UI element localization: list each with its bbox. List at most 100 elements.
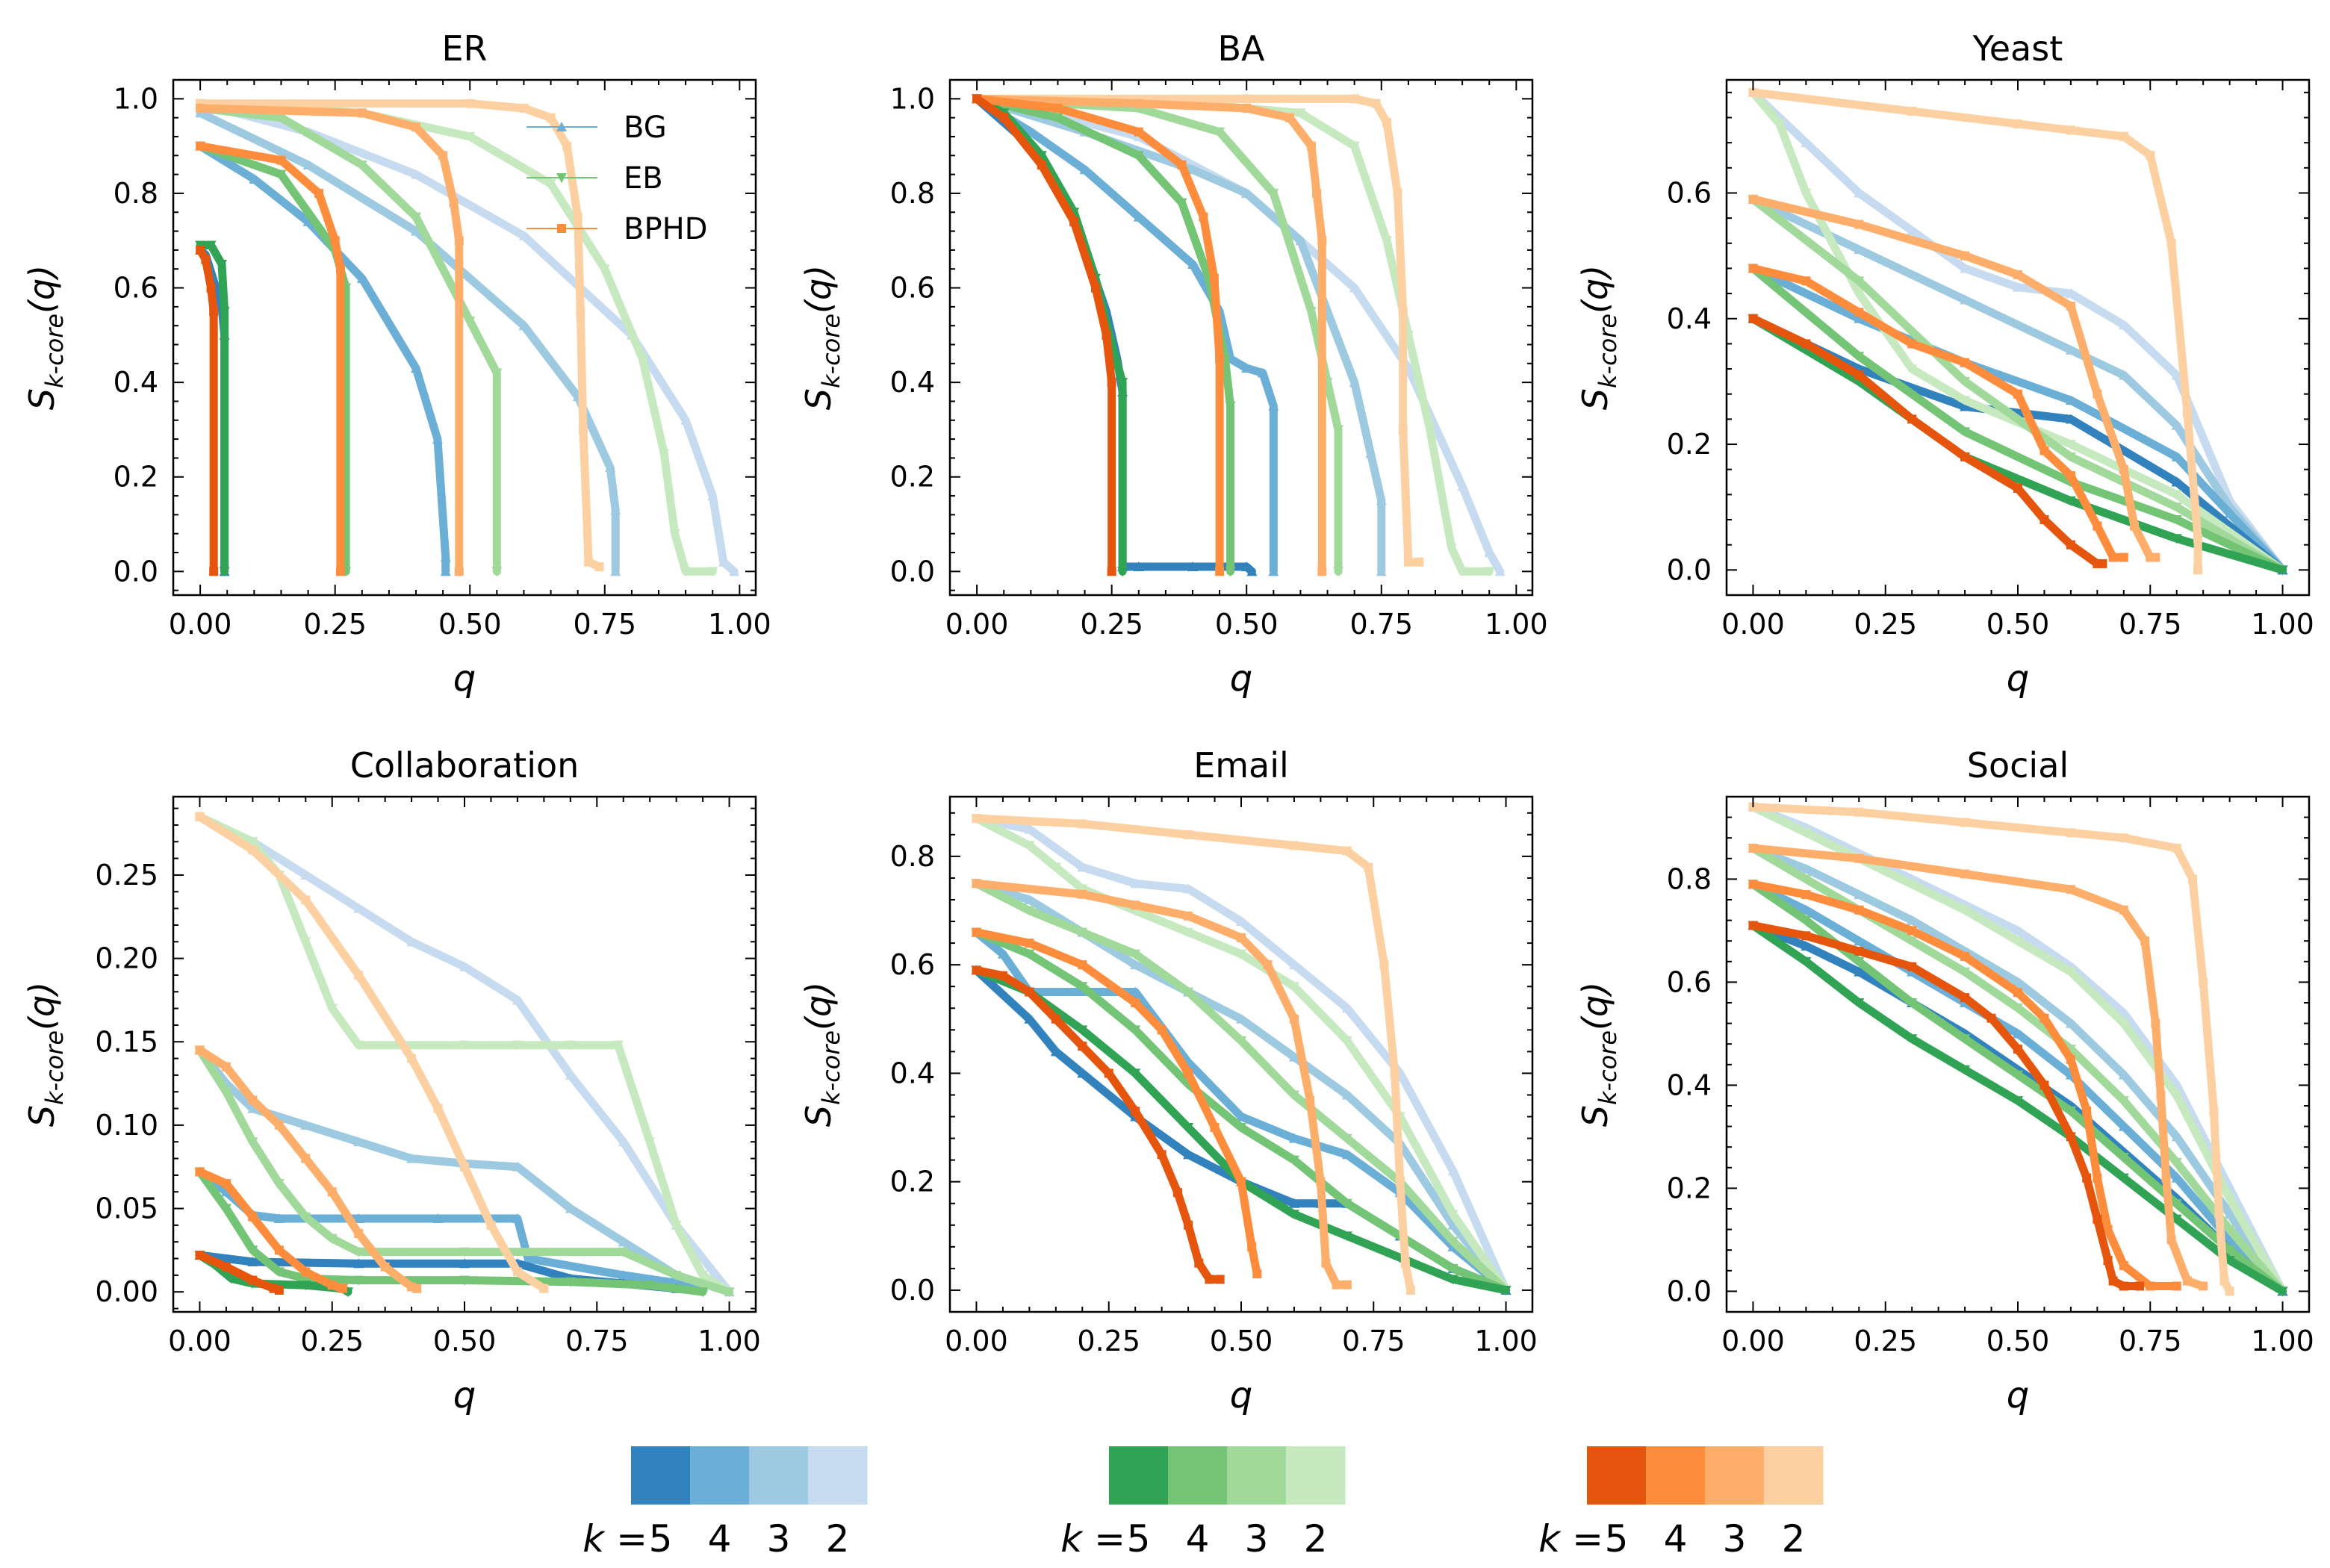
series-bphd-k5-point <box>2066 540 2075 550</box>
colorbar-label: 4 <box>1186 1517 1210 1561</box>
series-bphd-k4-point <box>301 1267 311 1277</box>
series-bphd-k3-point <box>2066 885 2075 895</box>
series-bphd-k3-point <box>1854 220 1864 229</box>
series-bg-k3-point <box>1349 377 1360 388</box>
colorbar-label: 5 <box>649 1517 673 1561</box>
series-bphd-k3-point <box>1306 141 1316 151</box>
series-eb-k2-point <box>2171 490 2182 500</box>
series-bphd-k5-point <box>206 283 216 293</box>
subplot-title: ER <box>441 28 487 69</box>
x-tick-label: 0.25 <box>1854 1325 1917 1357</box>
series-eb-k5-point <box>2171 534 2182 544</box>
legend-label: BPHD <box>624 212 707 246</box>
series-bg-k4-point <box>1801 904 1812 915</box>
series-eb-k2-point <box>659 449 670 459</box>
series-eb-k3-line <box>972 879 1511 1295</box>
series-bphd-k2-point <box>1393 188 1402 198</box>
series-eb-k2-point <box>1024 841 1035 851</box>
series-bg-k5-point <box>353 1258 364 1269</box>
series-bg-k3-point <box>2171 1131 2182 1142</box>
y-tick-label: 0.0 <box>890 1274 935 1307</box>
colorbar-prefix: k = <box>1060 1517 1125 1561</box>
series-eb-k2-point <box>1907 880 1918 890</box>
series-bg-k2-point <box>2013 281 2023 292</box>
series-eb-k3-point <box>276 113 287 123</box>
series-bg-k3-point <box>2065 1018 2076 1028</box>
series-bphd-k2-point <box>1184 830 1193 839</box>
series-bphd-k5-point <box>2039 1080 2049 1090</box>
y-tick-label: 0.4 <box>890 366 935 399</box>
series-bg-k5-point <box>1241 561 1252 572</box>
series-eb-k4-point <box>1236 1123 1246 1133</box>
series-eb-k3-point <box>618 1247 629 1257</box>
x-tick-label: 1.00 <box>1474 1325 1538 1357</box>
series-bphd-k2 <box>972 94 1424 567</box>
x-tick-label: 1.00 <box>2251 608 2314 641</box>
series-bg-k2-point <box>2118 320 2129 330</box>
series-bphd-k3-point <box>2151 553 2160 562</box>
series-bg-k3-point <box>1187 164 1198 175</box>
series-bphd-k3-point <box>380 1262 390 1272</box>
series-bg-k4-point <box>1268 400 1279 411</box>
x-axis-label: q <box>453 1375 476 1416</box>
series-bphd-k5-point <box>1184 1220 1193 1230</box>
series-bg-k3-point <box>300 1119 311 1130</box>
series-bphd-k4-point <box>1247 1242 1257 1251</box>
series-bg-k2-point <box>1130 878 1141 889</box>
colorbar-label: 3 <box>1245 1517 1269 1561</box>
x-axis-label: q <box>2007 658 2029 700</box>
series-bg-k3-point <box>1960 294 1971 305</box>
series-bphd-k2-point <box>1342 846 1352 856</box>
series-bphd-k2-point <box>576 307 585 317</box>
series-bphd-k4-point <box>1215 354 1225 364</box>
series-bphd-k5-point <box>201 255 211 264</box>
series-eb-k5-point <box>2065 496 2076 506</box>
series-eb-k4-point <box>1801 915 1812 926</box>
series-eb-k4-point <box>1133 151 1144 161</box>
x-tick-label: 0.75 <box>1342 1325 1405 1357</box>
series-bg-k4-point <box>1257 367 1268 378</box>
y-tick-label: 0.2 <box>890 461 935 494</box>
series-bphd-k4-point <box>2119 553 2128 562</box>
series-eb-k2-point <box>637 354 648 364</box>
series-bphd-k2-point <box>2066 828 2075 838</box>
series-bg-k2-point <box>1854 187 1865 198</box>
y-tick-label: 0.05 <box>95 1192 158 1225</box>
series-bphd-k2-point <box>2219 1276 2229 1286</box>
series-bphd-k5-point <box>972 94 982 104</box>
series-bphd-k5-point <box>1051 1014 1060 1024</box>
subplot-ba: 0.00 0.25 0.50 0.75 1.00 0.0 0.2 0.4 0.6 0.8 1.0 BA… <box>798 28 1548 700</box>
series-eb-k5-point <box>1036 151 1047 161</box>
series-eb-k3-point <box>1960 376 1971 387</box>
series-bphd-k4-point <box>1252 1269 1262 1279</box>
series-eb-k2-point <box>680 567 692 577</box>
series-bphd-k3-thin-line <box>199 1049 417 1289</box>
series-bphd-k2-point <box>2119 131 2128 141</box>
series-bphd-k4-point <box>335 567 345 576</box>
series-bphd-k4-point <box>2066 1054 2075 1064</box>
series-eb-k5-point <box>1130 1068 1141 1079</box>
series-bphd-k5 <box>196 245 219 576</box>
series-bphd-k3-point <box>301 1154 311 1163</box>
series-bphd-k4-point <box>2172 1281 2181 1291</box>
series-eb-k3-point <box>300 1212 311 1222</box>
series-bphd-k3-point <box>2093 389 2102 399</box>
series-eb-k2-point <box>2171 1091 2182 1101</box>
series-eb-k3-point <box>1333 567 1343 577</box>
series-bg-k3-point <box>1341 1089 1352 1100</box>
series-eb-k3-point <box>2013 1003 2023 1013</box>
series-bg-k2-point <box>459 961 470 971</box>
x-tick-label: 0.75 <box>565 1325 629 1357</box>
colorbar-label: 4 <box>708 1517 732 1561</box>
series-bphd-k4-point <box>1907 926 1917 936</box>
series-bphd-k2-point <box>573 212 582 222</box>
series-bphd-k5-point <box>2135 1281 2145 1291</box>
y-tick-label: 0.6 <box>890 272 935 305</box>
series-bg-k2-point <box>1183 883 1194 894</box>
series-eb-k3 <box>194 1045 735 1298</box>
series-bphd-k2-point <box>1403 557 1413 567</box>
legend-label: EB <box>624 161 663 196</box>
series-eb-k3-point <box>2171 503 2182 513</box>
series-bg-k4-point <box>997 948 1008 959</box>
series-bg-k4 <box>971 927 1512 1295</box>
